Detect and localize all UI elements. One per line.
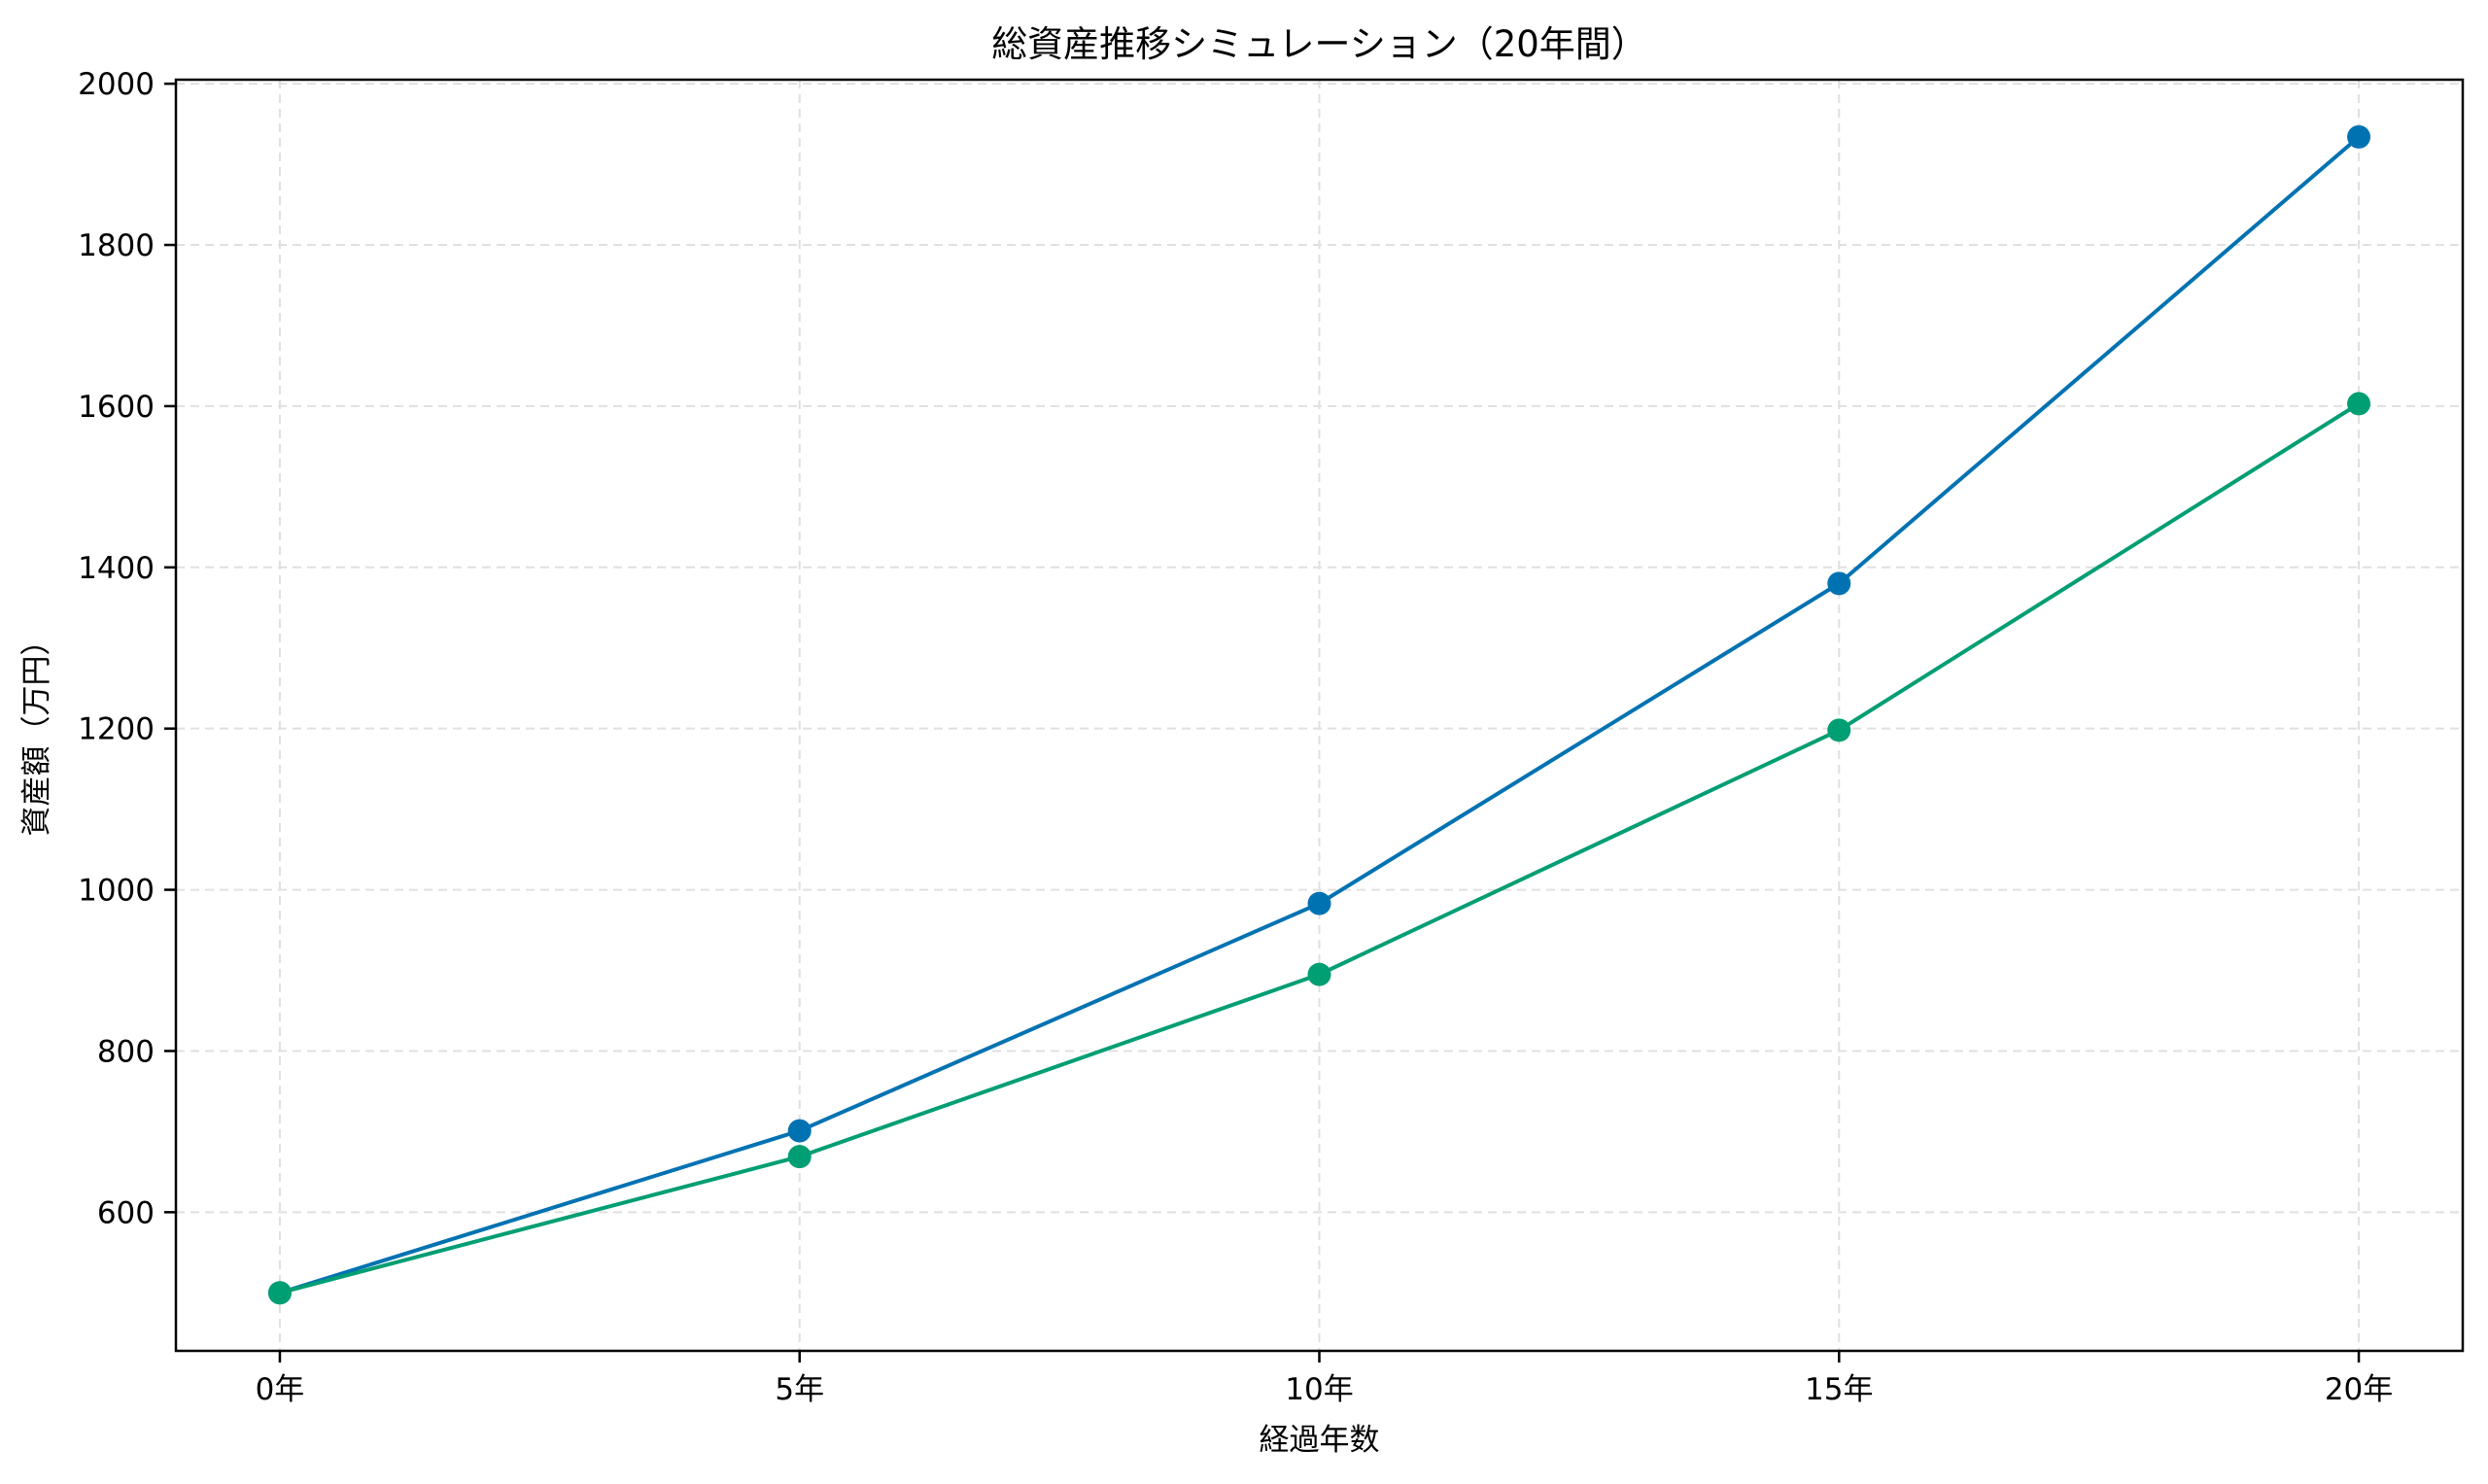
x-tick-label: 0年 — [256, 1372, 305, 1407]
y-axis-ticks: 600 800 1000 1200 1400 1600 1800 2000 — [78, 67, 176, 1230]
y-tick-label: 1600 — [78, 390, 155, 425]
data-point-marker — [1307, 891, 1331, 915]
data-series — [267, 124, 2371, 1305]
data-point-marker — [1827, 718, 1851, 742]
x-axis-label: 経過年数 — [1259, 1423, 1380, 1458]
y-tick-label: 800 — [97, 1034, 155, 1069]
data-point-marker — [2347, 392, 2371, 416]
data-point-marker — [1827, 571, 1851, 596]
chart-title: 総資産推移シミュレーション（20年間） — [991, 23, 1647, 65]
y-tick-label: 600 — [97, 1195, 155, 1230]
x-tick-label: 5年 — [775, 1372, 824, 1407]
data-point-marker — [787, 1145, 812, 1169]
y-tick-label: 1400 — [78, 551, 155, 586]
data-point-marker — [2347, 124, 2371, 149]
line-series-series-2 — [267, 392, 2371, 1305]
x-tick-label: 10年 — [1285, 1372, 1353, 1407]
grid-lines — [176, 80, 2463, 1351]
x-axis-ticks: 0年 5年 10年 15年 20年 — [256, 1351, 2393, 1407]
y-tick-label: 2000 — [78, 67, 155, 102]
y-tick-label: 1200 — [78, 712, 155, 747]
data-point-marker — [787, 1119, 812, 1143]
x-tick-label: 15年 — [1805, 1372, 1873, 1407]
x-tick-label: 20年 — [2325, 1372, 2393, 1407]
data-point-marker — [267, 1281, 292, 1305]
y-axis-label: 資産額（万円） — [19, 625, 54, 837]
data-point-marker — [1307, 962, 1331, 986]
y-tick-label: 1000 — [78, 874, 155, 909]
y-tick-label: 1800 — [78, 228, 155, 263]
